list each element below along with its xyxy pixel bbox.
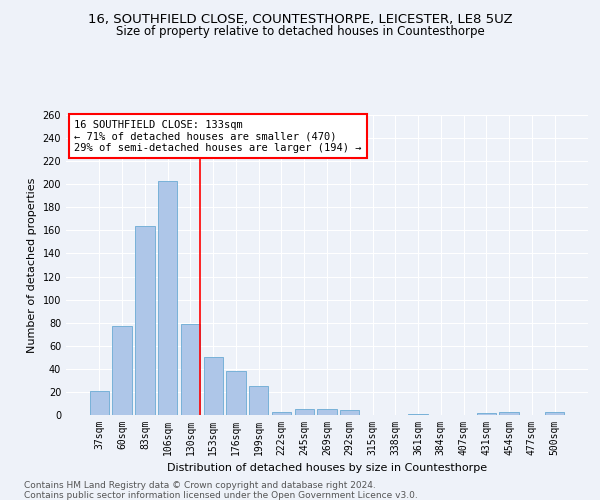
Bar bbox=[272, 412, 291, 415]
Text: Size of property relative to detached houses in Countesthorpe: Size of property relative to detached ho… bbox=[116, 25, 484, 38]
Text: 16 SOUTHFIELD CLOSE: 133sqm
← 71% of detached houses are smaller (470)
29% of se: 16 SOUTHFIELD CLOSE: 133sqm ← 71% of det… bbox=[74, 120, 361, 152]
Bar bbox=[112, 326, 132, 415]
Bar bbox=[249, 386, 268, 415]
Bar bbox=[499, 412, 519, 415]
Bar bbox=[135, 226, 155, 415]
Text: 16, SOUTHFIELD CLOSE, COUNTESTHORPE, LEICESTER, LE8 5UZ: 16, SOUTHFIELD CLOSE, COUNTESTHORPE, LEI… bbox=[88, 12, 512, 26]
Bar bbox=[295, 409, 314, 415]
Bar bbox=[203, 358, 223, 415]
Bar bbox=[476, 412, 496, 415]
Text: Contains public sector information licensed under the Open Government Licence v3: Contains public sector information licen… bbox=[24, 491, 418, 500]
Bar bbox=[409, 414, 428, 415]
Bar bbox=[158, 181, 178, 415]
Bar bbox=[181, 324, 200, 415]
Text: Contains HM Land Registry data © Crown copyright and database right 2024.: Contains HM Land Registry data © Crown c… bbox=[24, 481, 376, 490]
Bar bbox=[340, 410, 359, 415]
Bar bbox=[226, 371, 245, 415]
X-axis label: Distribution of detached houses by size in Countesthorpe: Distribution of detached houses by size … bbox=[167, 464, 487, 473]
Bar bbox=[317, 409, 337, 415]
Y-axis label: Number of detached properties: Number of detached properties bbox=[27, 178, 37, 352]
Bar bbox=[545, 412, 564, 415]
Bar bbox=[90, 391, 109, 415]
